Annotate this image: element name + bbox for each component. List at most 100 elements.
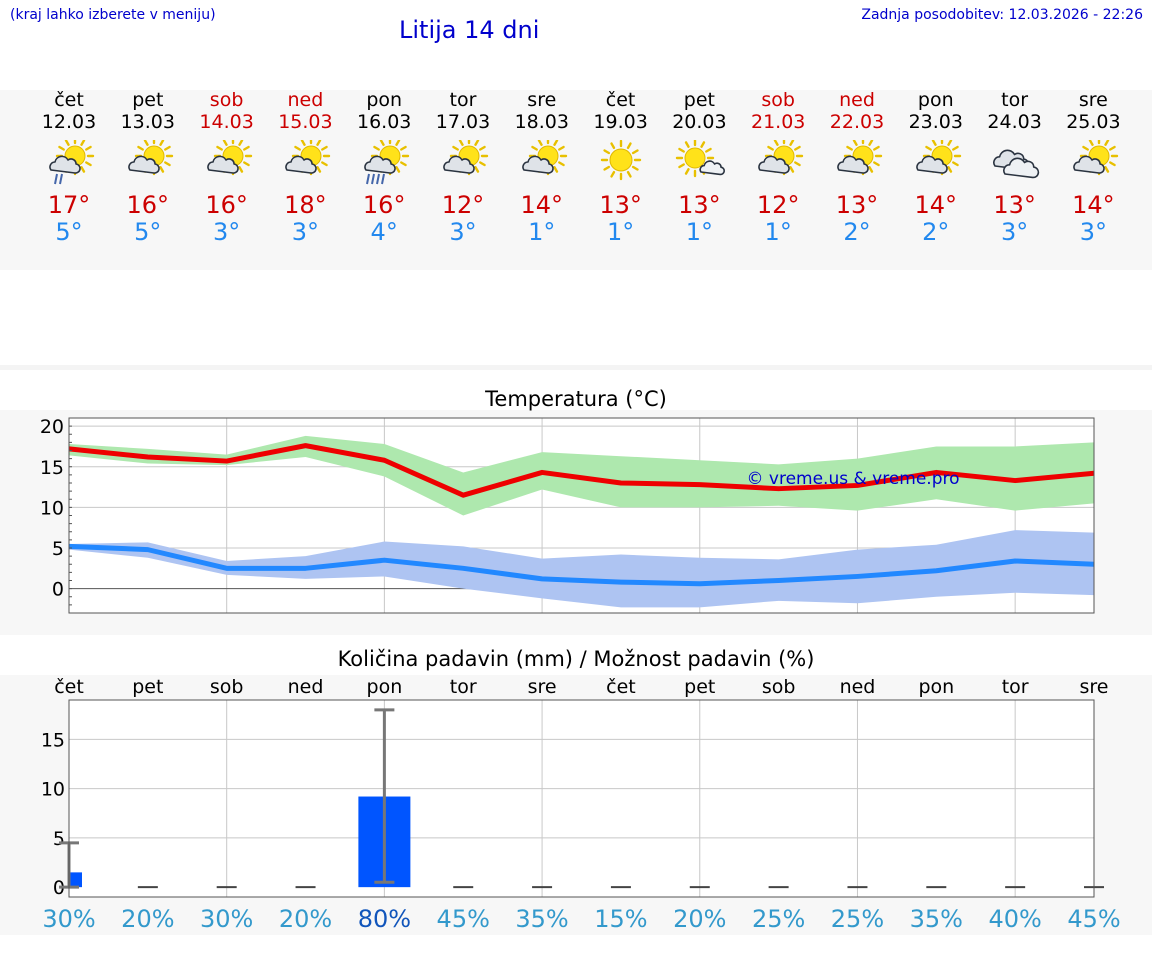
- y-tick-label: 15: [41, 729, 65, 751]
- min-temperature: 1°: [685, 218, 714, 246]
- day-label: sob: [210, 676, 244, 698]
- forecast-day: sre 18.03 14° 1°: [502, 90, 582, 246]
- precipitation-probability: 20%: [121, 905, 174, 933]
- watermark: © vreme.us & vreme.pro: [746, 469, 959, 489]
- y-tick-label: 15: [40, 457, 64, 479]
- max-temperature: 16°: [362, 191, 406, 219]
- max-temperature: 13°: [835, 191, 879, 219]
- precipitation-probability: 25%: [831, 905, 884, 933]
- max-temperature: 14°: [914, 191, 958, 219]
- day-label: pon: [918, 676, 954, 698]
- min-temperature: 1°: [764, 218, 792, 246]
- day-date: 25.03: [1066, 111, 1121, 133]
- min-temperature: 4°: [370, 218, 398, 246]
- precipitation-probability: 40%: [988, 905, 1041, 933]
- day-label: sre: [1080, 676, 1109, 698]
- day-name: sob: [209, 89, 244, 111]
- min-temperature: 3°: [1000, 218, 1029, 246]
- day-name: ned: [287, 89, 324, 111]
- precipitation-probability: 35%: [910, 905, 963, 933]
- max-temperature: 13°: [599, 191, 642, 219]
- day-date: 15.03: [278, 111, 333, 133]
- partly-cloudy-rain-icon: [49, 140, 95, 185]
- partly-cloudy-icon: [1073, 140, 1119, 176]
- max-temperature: 18°: [284, 191, 327, 219]
- day-label: pon: [367, 676, 403, 698]
- separator: [0, 365, 1152, 370]
- last-updated-text: Zadnja posodobitev: 12.03.2026 - 22:26: [861, 7, 1143, 23]
- day-date: 19.03: [593, 111, 648, 133]
- day-date: 17.03: [435, 111, 491, 133]
- partly-cloudy-icon: [443, 140, 489, 176]
- day-label: čet: [606, 676, 636, 698]
- precipitation-probability: 30%: [42, 905, 95, 933]
- partly-cloudy-icon: [837, 140, 883, 176]
- forecast-day: ned 22.03 13° 2°: [817, 90, 897, 246]
- y-tick-label: 0: [53, 877, 65, 899]
- page-title: Litija 14 dni: [399, 16, 540, 44]
- min-temperature: 3°: [291, 218, 320, 246]
- day-date: 14.03: [199, 111, 254, 133]
- precipitation-chart: čet pet sob ned pon tor sre čet pet sob ned pon tor s…: [41, 676, 1121, 933]
- partly-cloudy-icon: [206, 140, 252, 176]
- forecast-day: sob 21.03 12° 1°: [738, 90, 818, 246]
- forecast-day: sre 25.03 14° 3°: [1053, 90, 1133, 246]
- y-tick-label: 5: [52, 538, 64, 560]
- partly-cloudy-icon: [522, 140, 567, 176]
- forecast-day: čet 12.03 17° 5°: [29, 90, 109, 246]
- forecast-day: pet 13.03 16° 5°: [108, 90, 188, 246]
- precipitation-probability: 45%: [1067, 905, 1120, 933]
- temperature-chart-title: Temperatura (°C): [485, 387, 667, 411]
- partly-cloudy-heavy-rain-icon: [364, 140, 410, 185]
- forecast-day: tor 24.03 13° 3°: [975, 90, 1055, 246]
- min-temperature-line: [68, 543, 1095, 587]
- day-name: pet: [132, 89, 164, 111]
- precipitation-probability: 15%: [594, 905, 647, 933]
- forecast-day: pon 16.03 16° 4°: [344, 90, 424, 246]
- forecast-day: sob 14.03 16° 3°: [187, 90, 267, 246]
- max-temperature: 14°: [520, 191, 564, 219]
- day-label: tor: [1002, 676, 1029, 698]
- day-date: 22.03: [829, 111, 885, 133]
- forecast-day: pon 23.03 14° 2°: [896, 90, 976, 246]
- forecast-day: pet 20.03 13° 1°: [659, 90, 739, 246]
- min-temperature: 5°: [134, 218, 162, 246]
- cloudy-icon: [992, 149, 1039, 179]
- y-tick-label: 10: [40, 497, 64, 519]
- day-date: 16.03: [356, 111, 412, 133]
- min-temperature: 2°: [843, 218, 871, 246]
- day-label: sob: [762, 676, 796, 698]
- max-temperature-line: [68, 443, 1095, 498]
- min-temperature: 3°: [212, 218, 241, 246]
- precipitation-probability: 45%: [437, 905, 490, 933]
- mostly-sunny-icon: [676, 140, 726, 178]
- day-label: čet: [54, 676, 84, 698]
- day-name: sre: [527, 89, 557, 111]
- min-temperature: 1°: [606, 218, 635, 246]
- day-date: 21.03: [750, 111, 806, 133]
- precipitation-probability: 30%: [200, 905, 253, 933]
- location-hint-link[interactable]: (kraj lahko izberete v meniju): [10, 7, 216, 23]
- day-name: pon: [917, 89, 954, 111]
- day-date: 12.03: [41, 111, 97, 133]
- forecast-day: ned 15.03 18° 3°: [265, 90, 345, 246]
- day-label: pet: [684, 676, 715, 698]
- day-name: pet: [683, 89, 715, 111]
- precipitation-bar: [69, 872, 82, 888]
- day-date: 20.03: [672, 111, 727, 133]
- max-temperature: 13°: [678, 191, 721, 219]
- max-temperature: 13°: [993, 191, 1036, 219]
- y-tick-label: 20: [40, 416, 64, 438]
- partly-cloudy-icon: [916, 140, 961, 176]
- day-label: sre: [528, 676, 557, 698]
- day-name: sob: [761, 89, 795, 111]
- day-date: 18.03: [514, 111, 569, 133]
- max-temperature: 14°: [1072, 191, 1115, 219]
- day-name: sre: [1078, 89, 1108, 111]
- sunny-icon: [600, 140, 641, 181]
- day-label: ned: [288, 676, 324, 698]
- max-temperature: 17°: [47, 191, 91, 219]
- day-label: ned: [840, 676, 876, 698]
- plot-border: [68, 699, 1095, 898]
- day-date: 24.03: [987, 111, 1042, 133]
